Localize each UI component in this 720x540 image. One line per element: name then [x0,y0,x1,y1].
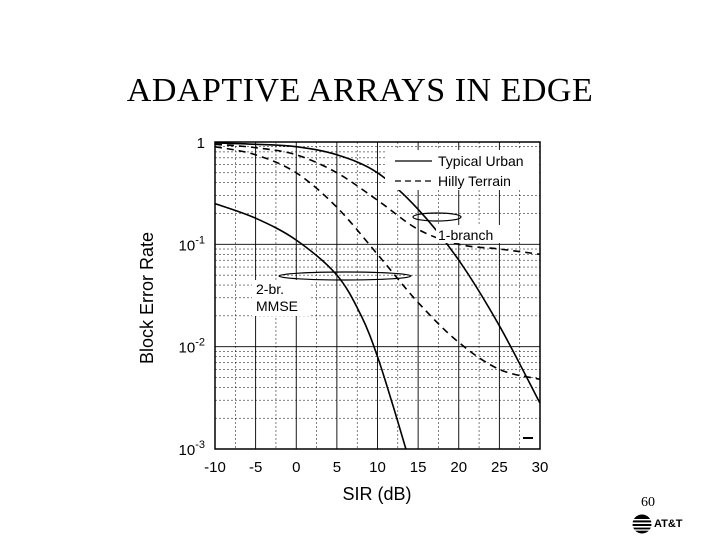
y-tick-label: 10-1 [179,234,205,254]
legend-entry-typical-urban: Typical Urban [438,153,524,169]
series-line-1 [214,143,541,256]
2-br-label-bg [252,280,310,316]
legend: Typical Urban Hilly Terrain [385,150,537,190]
legend-box [385,150,537,190]
1-branch-label-bg [436,225,502,243]
series-group [214,142,541,450]
1-branch-ellipse [412,212,462,222]
x-tick-label: 0 [292,459,300,476]
y-tick-label: 10-2 [179,337,205,357]
x-axis-label: SIR (dB) [342,484,411,504]
x-tick-label: -5 [249,459,262,476]
logo-text: AT&T [654,518,683,530]
x-tick-label: 25 [491,459,508,476]
legend-entry-hilly-terrain: Hilly Terrain [438,173,511,189]
tick-labels: -10 -5 0 5 10 15 20 25 30 1 10-1 10-2 10-3 [179,135,549,476]
x-tick-label: 30 [532,459,549,476]
x-tick-label: -10 [204,459,226,476]
x-tick-label: 5 [333,459,341,476]
slide-title: ADAPTIVE ARRAYS IN EDGE [126,72,594,109]
x-tick-label: 15 [410,459,427,476]
series-line-0 [214,142,541,404]
y-tick-label: 1 [197,135,205,152]
2-br-ellipse [278,271,412,281]
y-tick-label: 10-3 [179,439,205,459]
x-tick-label: 20 [450,459,467,476]
y-axis-label: Block Error Rate [137,232,157,364]
annotation-mmse: MMSE [256,298,298,314]
annotation-2-br: 2-br. [256,281,284,297]
series-line-3 [214,145,541,381]
x-tick-label: 10 [369,459,386,476]
globe-icon [632,514,652,534]
annotation-1-branch: 1-branch [438,227,493,243]
page-number: 60 [641,495,655,510]
series-line-2 [214,202,407,450]
att-logo: AT&T [632,513,696,535]
plot-frame [214,141,541,450]
